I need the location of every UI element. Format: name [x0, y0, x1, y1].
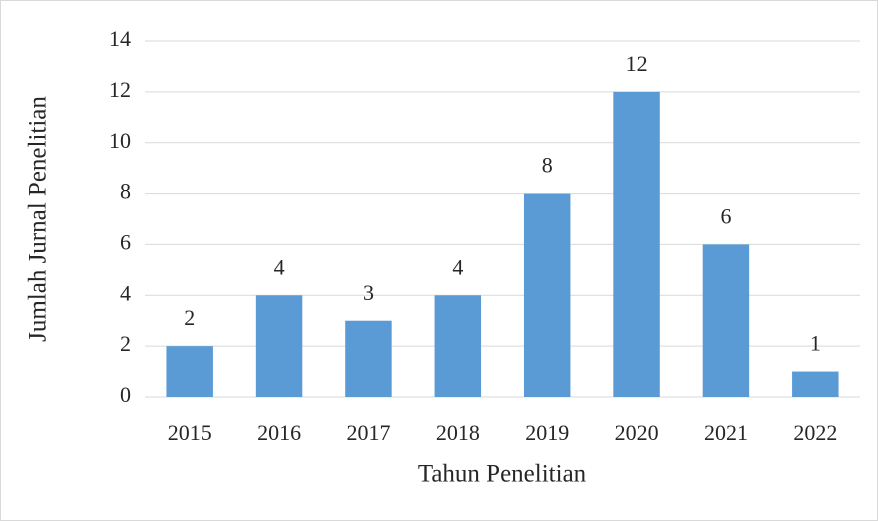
- bar: [345, 320, 392, 397]
- x-tick-label: 2017: [346, 420, 390, 445]
- x-tick-label: 2020: [615, 420, 659, 445]
- bar: [523, 193, 571, 397]
- x-tick-label: 2019: [525, 420, 569, 445]
- x-tick-label: 2015: [168, 420, 212, 445]
- data-label: 8: [542, 153, 553, 178]
- y-tick-label: 10: [109, 128, 131, 153]
- bar: [166, 346, 213, 397]
- y-tick-label: 8: [120, 179, 131, 204]
- x-tick-label: 2016: [257, 420, 301, 445]
- bar: [792, 371, 839, 397]
- y-tick-label: 6: [120, 229, 131, 254]
- data-label: 12: [626, 51, 648, 76]
- x-tick-label: 2022: [793, 420, 837, 445]
- y-tick-label: 4: [120, 280, 131, 305]
- data-label: 2: [184, 305, 195, 330]
- bar: [255, 295, 303, 397]
- x-tick-label: 2021: [704, 420, 748, 445]
- x-axis-title: Tahun Penelitian: [418, 461, 587, 488]
- data-label: 4: [452, 254, 463, 279]
- data-label: 6: [720, 203, 731, 228]
- y-axis-title: Jumlah Jurnal Penelitian: [25, 96, 52, 342]
- bar: [702, 244, 750, 397]
- y-tick-label: 0: [120, 382, 131, 407]
- y-tick-label: 14: [109, 26, 131, 51]
- y-tick-label: 2: [120, 331, 131, 356]
- data-label: 3: [363, 280, 374, 305]
- x-tick-label: 2018: [436, 420, 480, 445]
- y-tick-label: 12: [109, 77, 131, 102]
- bar: [613, 91, 660, 397]
- data-label: 4: [274, 254, 285, 279]
- data-label: 1: [810, 331, 821, 356]
- bar: [434, 295, 482, 397]
